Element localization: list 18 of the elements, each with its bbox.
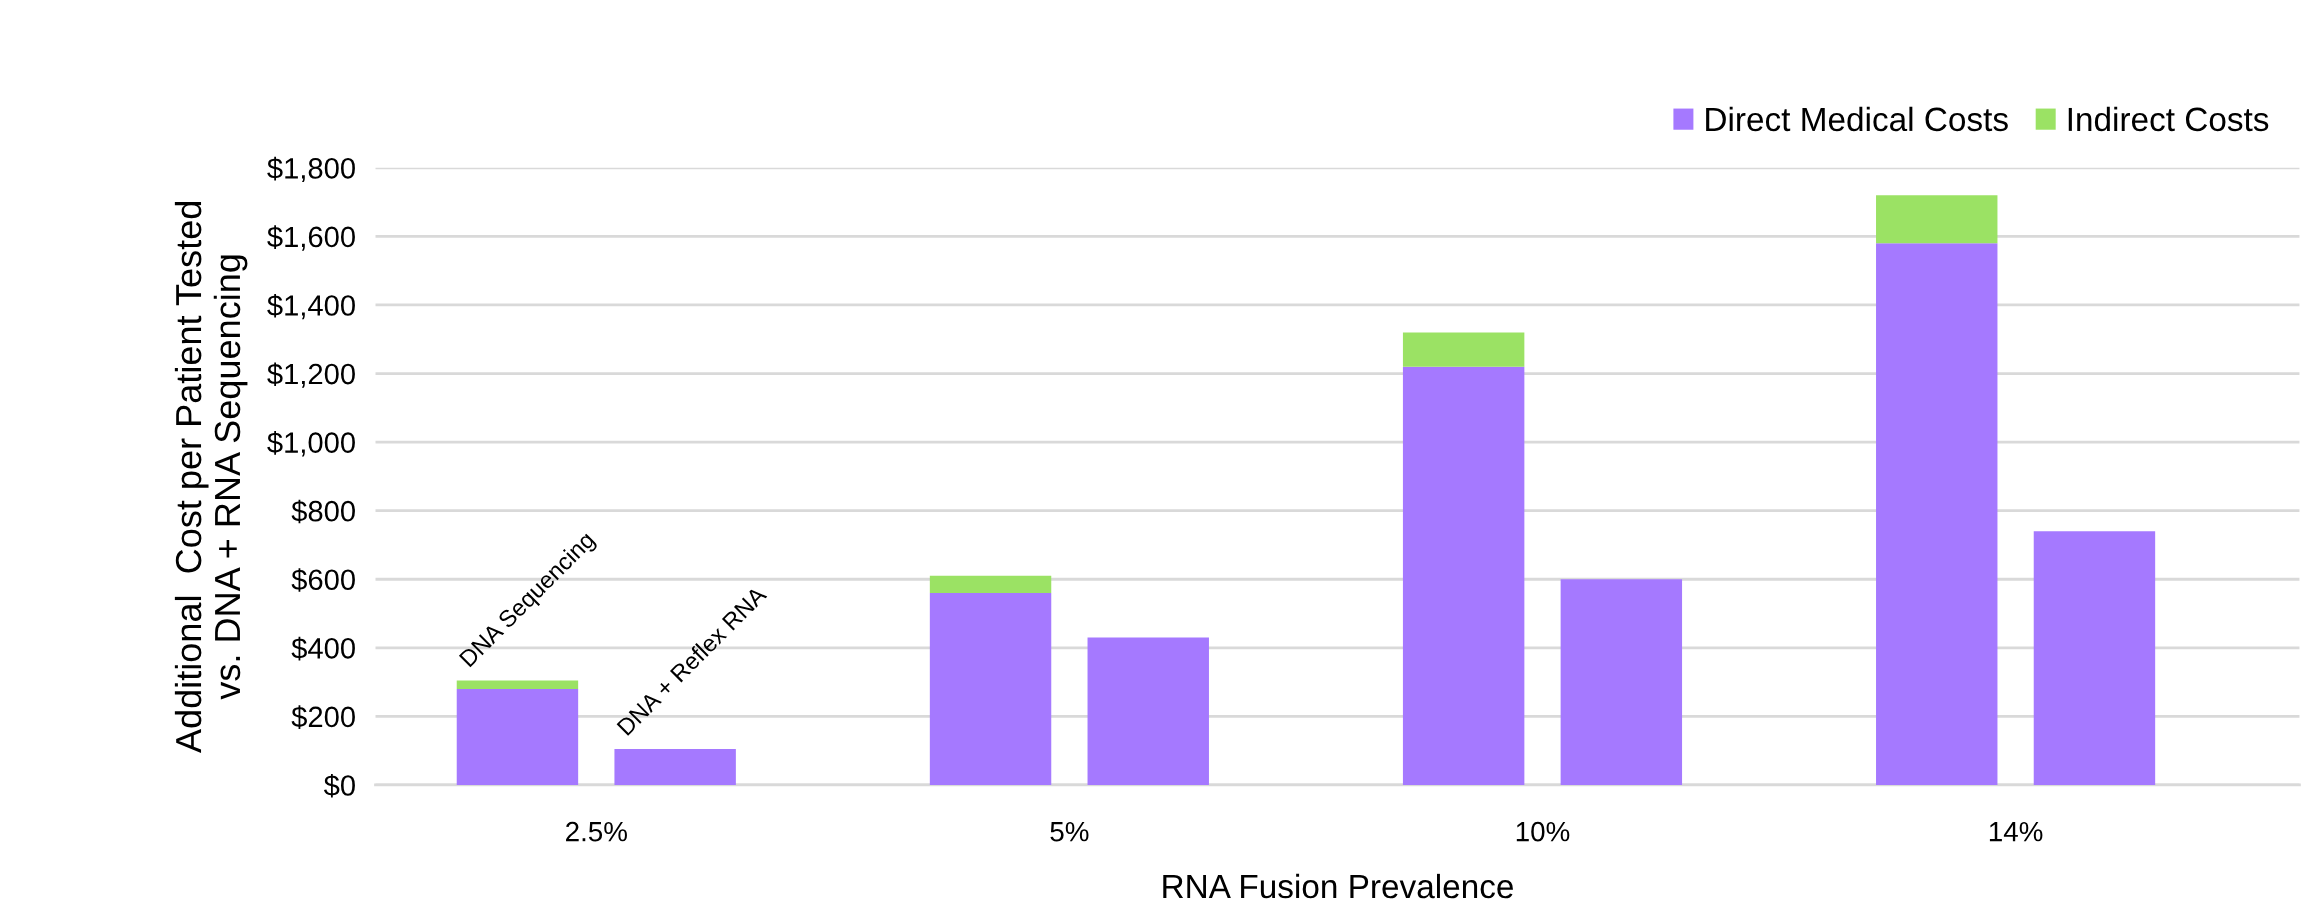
y-tick-label: $800 xyxy=(291,499,355,524)
y-axis-title: Additional Cost per Patient Tested vs. DNA + RNA Sequencing xyxy=(174,202,248,753)
y-tick-label: $1,000 xyxy=(267,431,355,457)
y-tick-label: $0 xyxy=(323,773,355,798)
text: 5% xyxy=(1050,821,1089,842)
y-tick-label: $200 xyxy=(291,705,355,729)
x-axis-title: RNA Fusion Prevalence xyxy=(1163,873,1513,899)
text: 10% xyxy=(1516,821,1570,842)
y-tick-label: $400 xyxy=(291,636,355,661)
text: 14% xyxy=(1989,821,2043,842)
text: 2.5% xyxy=(566,821,627,842)
y-tick-label: $1,200 xyxy=(267,362,355,388)
y-tick-label: $1,600 xyxy=(267,225,355,251)
y-tick-label: $600 xyxy=(291,568,355,592)
y-tick-label: $1,400 xyxy=(267,293,355,320)
y-tick-label: $1,800 xyxy=(267,156,355,183)
legend-label: Direct Medical Costs xyxy=(1706,106,2008,132)
legend-label: Indirect Costs xyxy=(2068,106,2269,132)
